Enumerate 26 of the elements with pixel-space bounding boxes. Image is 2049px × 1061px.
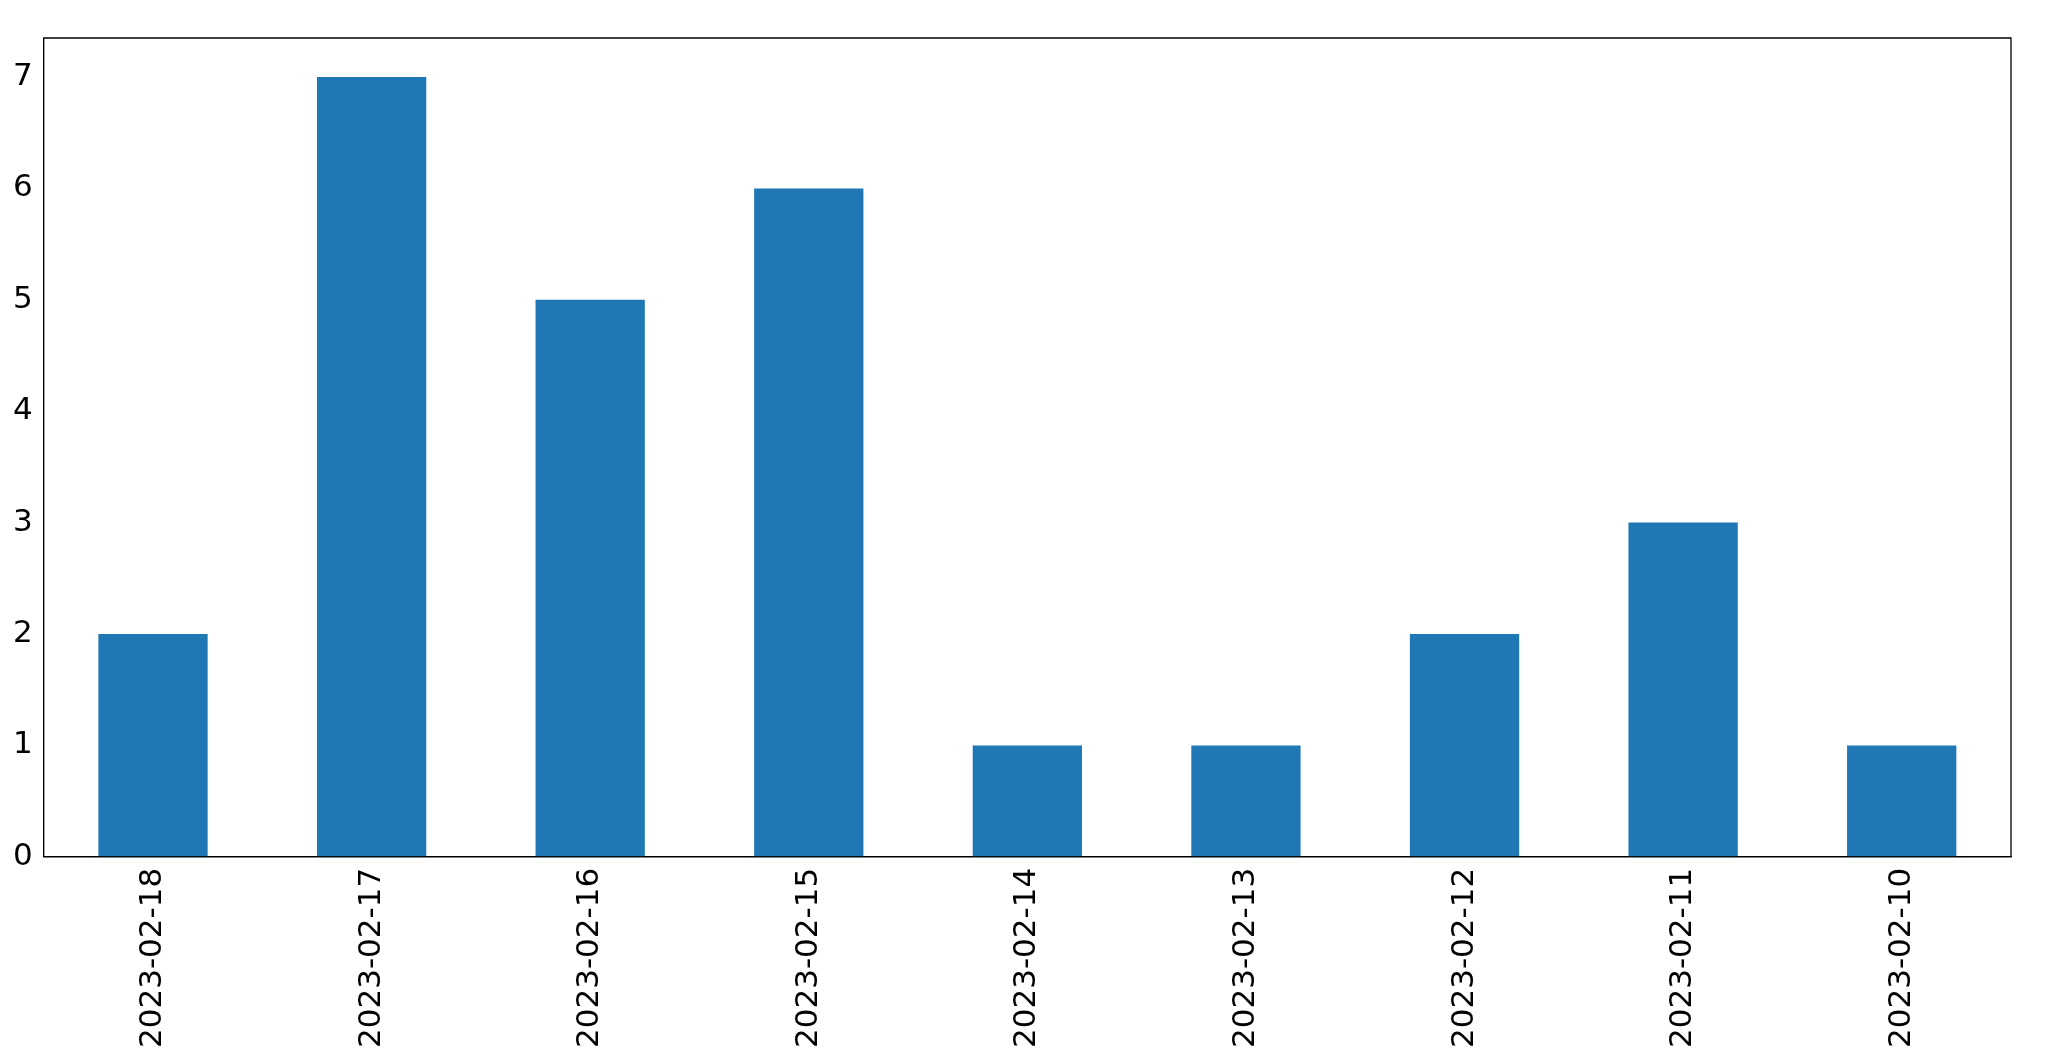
- y-tick-label: 2: [12, 613, 33, 650]
- y-tick-label: 1: [12, 724, 33, 761]
- bar: [1628, 522, 1738, 857]
- x-tick-label: 2023-02-17: [350, 867, 387, 1049]
- x-tick-label: 2023-02-14: [1006, 867, 1043, 1049]
- bar: [754, 188, 864, 857]
- y-tick-label: 4: [12, 390, 33, 427]
- x-tick-label: 2023-02-13: [1224, 867, 1261, 1049]
- bar: [316, 76, 427, 857]
- x-tick-label: 2023-02-16: [569, 867, 606, 1049]
- bar: [1191, 745, 1301, 857]
- bar: [1847, 745, 1957, 857]
- bar: [98, 634, 208, 857]
- y-tick-label: 6: [12, 167, 33, 204]
- y-tick-label: 0: [12, 835, 33, 872]
- x-tick-label: 2023-02-10: [1880, 867, 1917, 1049]
- y-tick-label: 5: [12, 278, 33, 315]
- bar: [1409, 634, 1520, 857]
- x-tick-label: 2023-02-18: [132, 867, 169, 1049]
- x-tick-label: 2023-02-12: [1443, 867, 1480, 1049]
- bar: [535, 299, 645, 857]
- bar: [972, 745, 1083, 857]
- x-tick-label: 2023-02-15: [787, 867, 824, 1049]
- y-tick-label: 3: [12, 501, 33, 538]
- x-tick-label: 2023-02-11: [1662, 867, 1699, 1049]
- y-tick-label: 7: [12, 56, 33, 93]
